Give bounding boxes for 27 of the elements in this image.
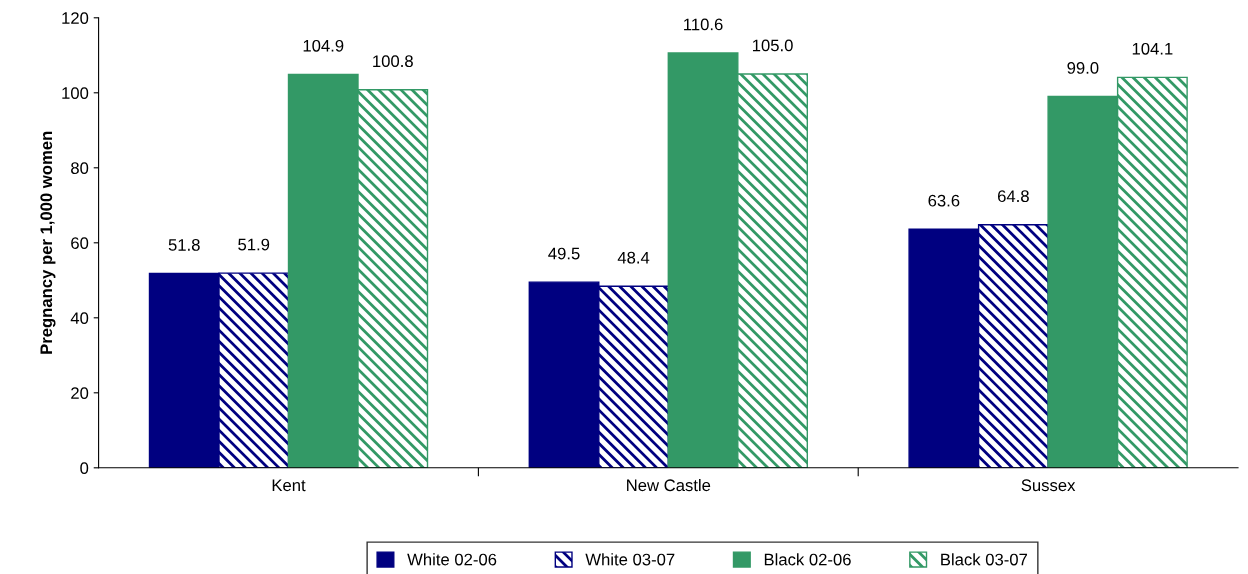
y-tick-label: 80 (71, 162, 89, 174)
x-tick-label: New Castle (627, 478, 711, 492)
y-tick-label: 20 (71, 387, 89, 400)
data-label: 104.9 (303, 39, 344, 52)
data-label: 100.8 (373, 55, 413, 68)
y-tick-label: 100 (62, 87, 89, 99)
legend-label: White 03-07 (585, 553, 675, 566)
data-label: 49.5 (548, 247, 580, 260)
data-label: 51.9 (238, 238, 270, 251)
x-tick-label: Sussex (1021, 479, 1076, 492)
x-tick-label: Kent (272, 479, 306, 492)
data-label: 110.6 (684, 18, 723, 31)
data-label: 105.0 (752, 39, 793, 52)
y-axis-title: Pregnancy per 1,000 women (40, 131, 56, 354)
y-tick-label: 120 (62, 12, 89, 24)
data-label: 99.0 (1067, 62, 1099, 74)
data-label: 64.8 (997, 190, 1029, 203)
y-tick-label: 0 (80, 462, 89, 475)
data-label: 104.1 (1132, 42, 1173, 55)
data-label: 48.4 (617, 251, 650, 264)
legend-label: White 02-06 (407, 553, 497, 566)
y-tick-label: 60 (71, 237, 89, 250)
legend-label: Black 03-07 (941, 553, 1028, 566)
data-label: 51.8 (168, 239, 200, 251)
legend-label: Black 02-06 (764, 553, 851, 566)
y-tick-label: 40 (70, 312, 89, 325)
data-label: 63.6 (928, 194, 960, 207)
